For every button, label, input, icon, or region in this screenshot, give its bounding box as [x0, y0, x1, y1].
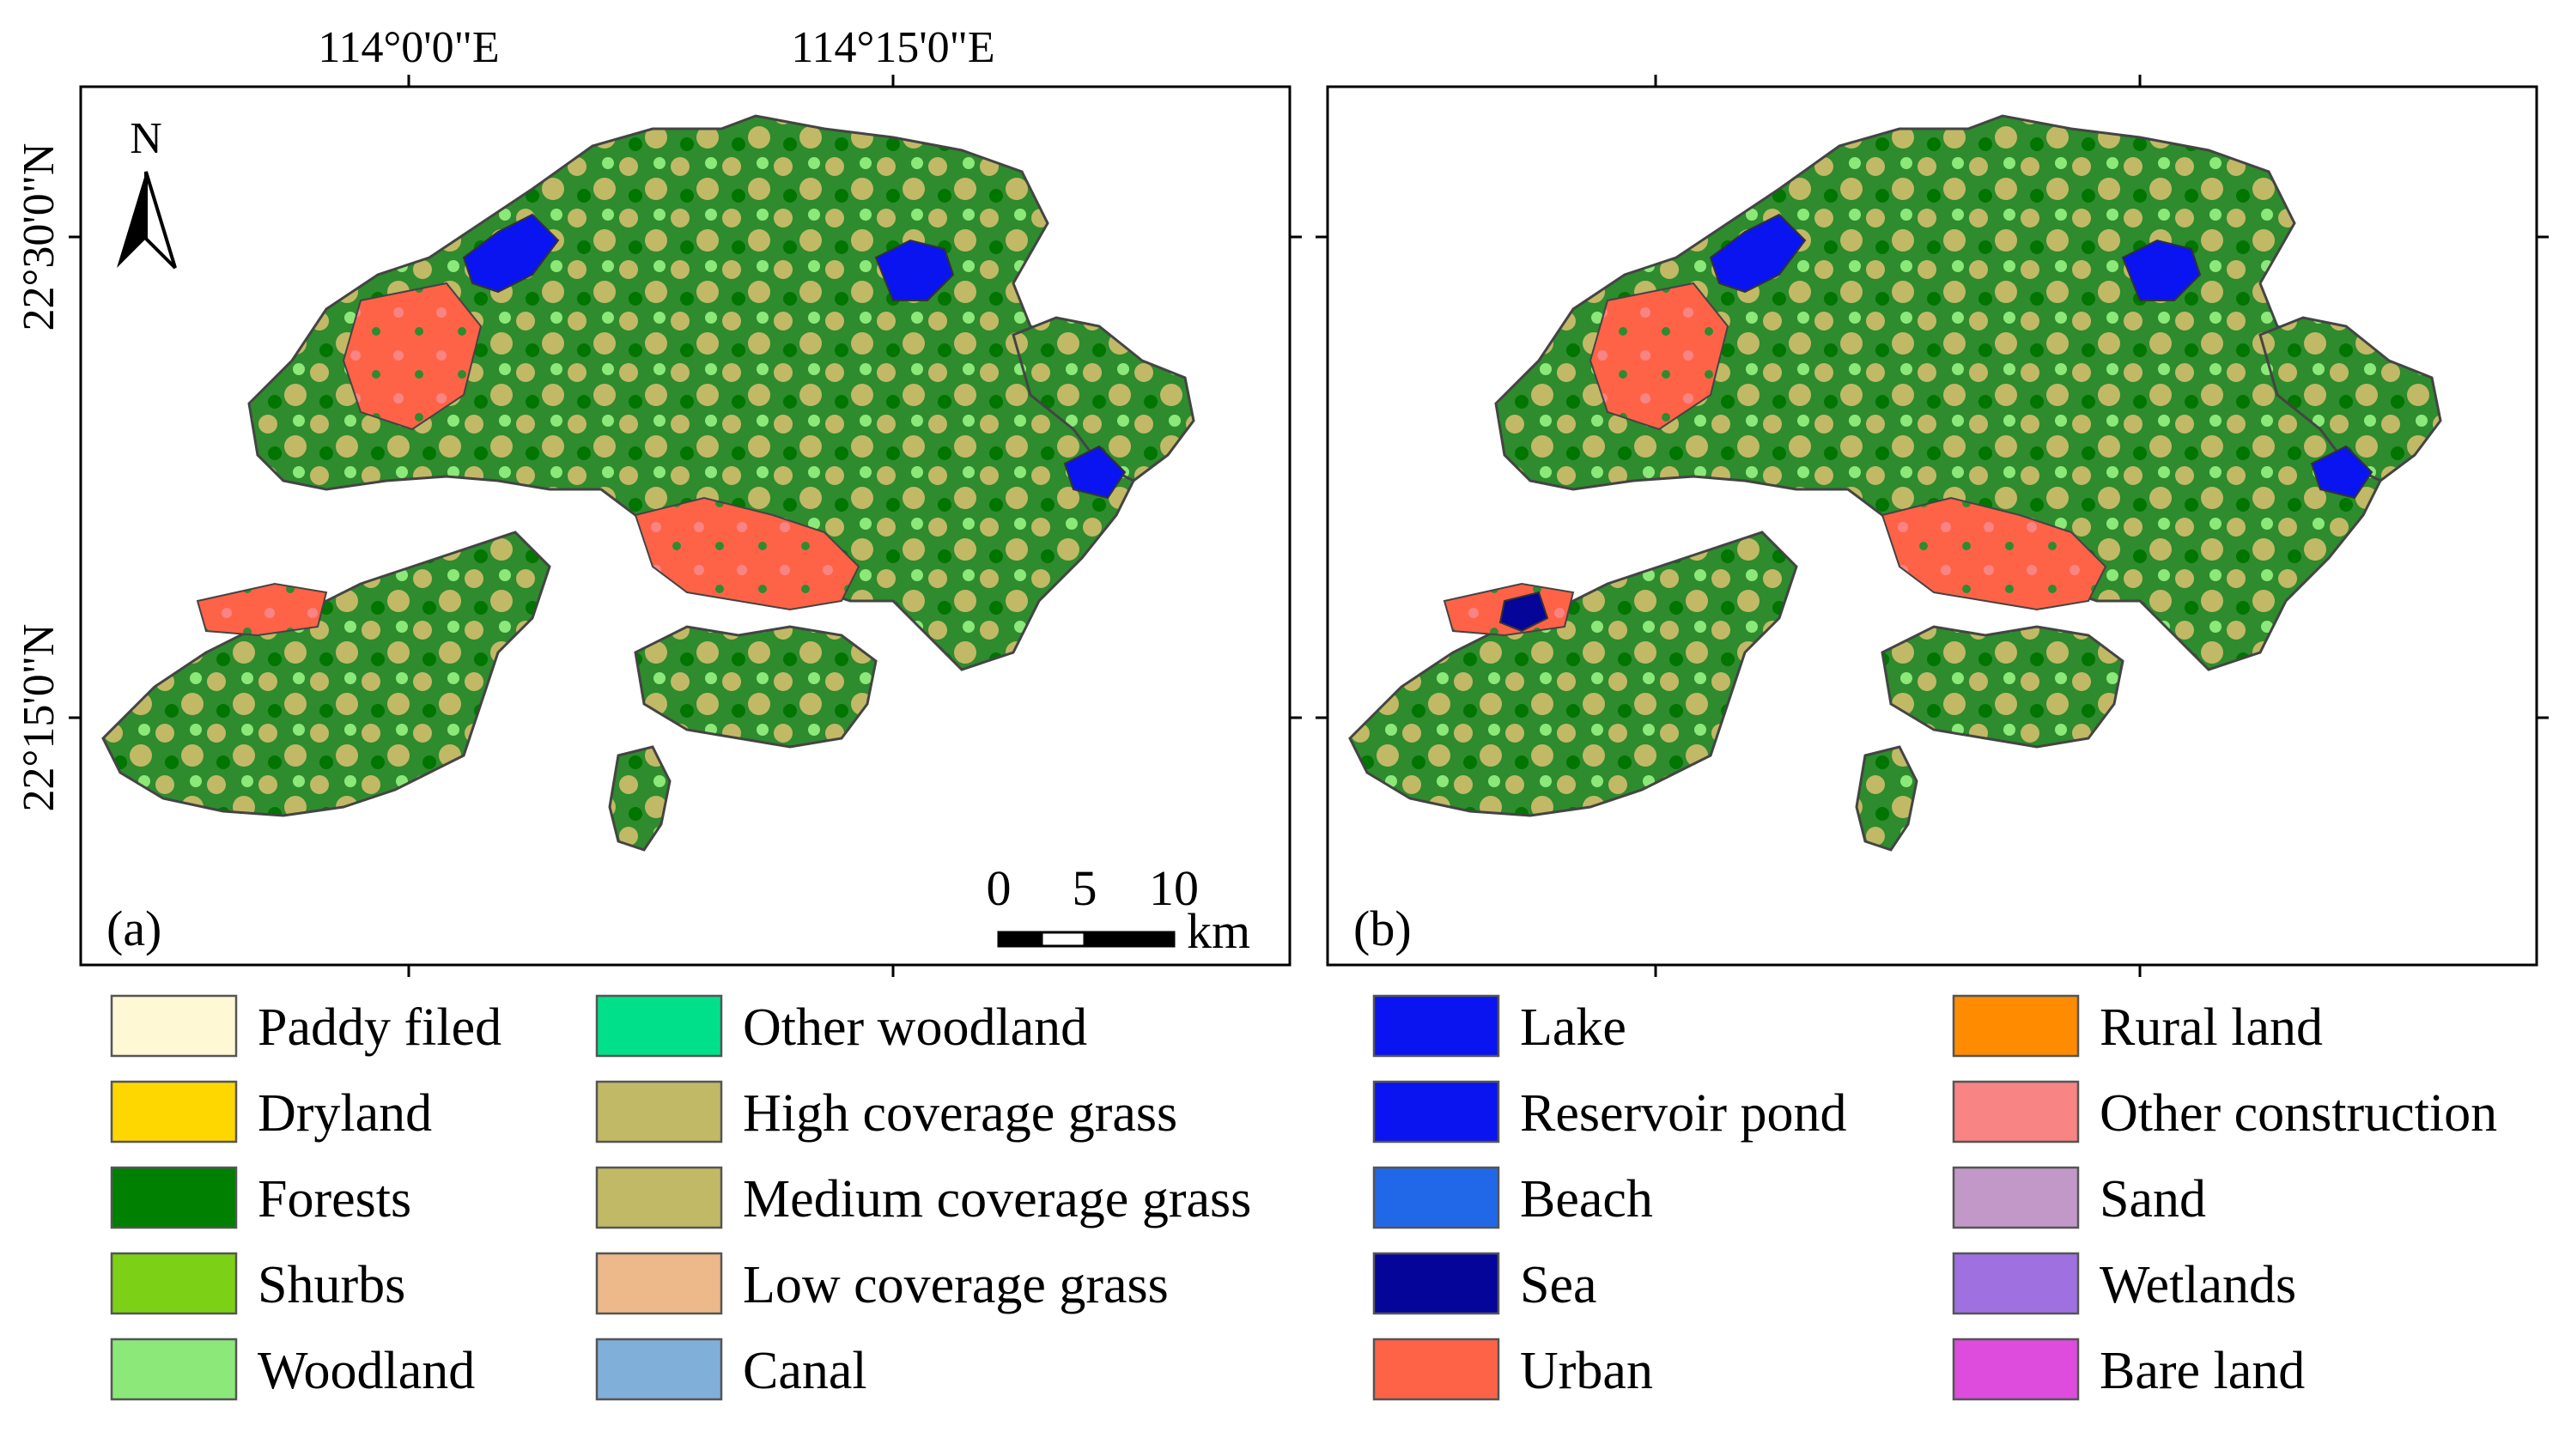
- map-panel-b: (b): [1316, 75, 2549, 977]
- legend-swatch: [1952, 994, 2080, 1058]
- scale-bar: 0 5 10 km: [987, 860, 1251, 959]
- legend-label: High coverage grass: [743, 1084, 1177, 1143]
- legend-swatch: [110, 1080, 238, 1144]
- legend-item: Woodland: [110, 1338, 475, 1401]
- legend-swatch: [1952, 1080, 2080, 1144]
- legend-item: Other woodland: [595, 994, 1087, 1058]
- water-deep-bay-reservoir: [462, 213, 560, 294]
- scale-unit: km: [1187, 903, 1250, 959]
- legend-swatch: [595, 1166, 723, 1229]
- legend: Paddy filed Dryland Forests Shurbs Woodland O…: [110, 994, 2497, 1401]
- coordinate-labels: 114°0'0"E 114°15'0"E 22°30'0"N 22°15'0"N: [15, 23, 995, 811]
- legend-item: Medium coverage grass: [595, 1166, 1251, 1229]
- legend-item: Low coverage grass: [595, 1252, 1169, 1315]
- landmass-sai-kung-east: [1012, 316, 1195, 482]
- legend-item: High coverage grass: [595, 1080, 1177, 1144]
- legend-item: Shurbs: [110, 1252, 405, 1315]
- legend-label: Wetlands: [2100, 1256, 2296, 1314]
- landmass-hong-kong-island: [1881, 625, 2124, 749]
- legend-label: Forests: [258, 1170, 411, 1228]
- scale-tick-0: 0: [987, 860, 1012, 916]
- legend-swatch: [1952, 1338, 2080, 1401]
- legend-item: Sand: [1952, 1166, 2206, 1229]
- legend-swatch: [595, 1080, 723, 1144]
- legend-item: Sea: [1372, 1252, 1597, 1315]
- urban-area-kowloon: [634, 496, 860, 611]
- legend-item: Reservoir pond: [1372, 1080, 1847, 1144]
- legend-label: Other woodland: [743, 998, 1087, 1057]
- legend-swatch: [1952, 1252, 2080, 1315]
- lon-label-114-00: 114°0'0"E: [318, 23, 499, 72]
- urban-area-tuen-mun-yuen-long: [342, 282, 483, 431]
- legend-swatch: [1372, 1252, 1500, 1315]
- legend-item: Urban: [1372, 1338, 1653, 1401]
- scale-tick-5: 5: [1073, 860, 1097, 916]
- legend-label: Rural land: [2100, 998, 2323, 1057]
- legend-label: Canal: [743, 1342, 867, 1400]
- scale-tick-10: 10: [1149, 860, 1199, 916]
- lat-label-22-15: 22°15'0"N: [15, 624, 64, 812]
- legend-item: Bare land: [1952, 1338, 2305, 1401]
- legend-swatch: [110, 994, 238, 1058]
- north-arrow-icon: N: [117, 114, 177, 270]
- water-plover-cove-reservoir: [874, 239, 955, 301]
- legend-swatch: [595, 994, 723, 1058]
- legend-item: Dryland: [110, 1080, 432, 1144]
- legend-swatch: [110, 1338, 238, 1401]
- legend-label: Beach: [1520, 1170, 1653, 1228]
- north-label: N: [130, 114, 162, 163]
- legend-swatch: [1372, 1166, 1500, 1229]
- legend-label: Sand: [2100, 1170, 2206, 1228]
- legend-item: Forests: [110, 1166, 411, 1229]
- landmass-hong-kong-island: [634, 625, 878, 749]
- legend-swatch: [110, 1166, 238, 1229]
- map-panel-a: (a): [69, 75, 1302, 977]
- water-plover-cove-reservoir: [2121, 239, 2202, 301]
- legend-label: Urban: [1520, 1342, 1653, 1400]
- legend-label: Woodland: [258, 1342, 475, 1400]
- legend-item: Other construction: [1952, 1080, 2497, 1144]
- legend-item: Beach: [1372, 1166, 1653, 1229]
- legend-item: Canal: [595, 1338, 867, 1401]
- legend-swatch: [595, 1252, 723, 1315]
- legend-swatch: [1372, 1080, 1500, 1144]
- legend-item: Wetlands: [1952, 1252, 2296, 1315]
- landmass-lamma-island: [608, 745, 672, 852]
- legend-swatch: [1372, 994, 1500, 1058]
- urban-area-tuen-mun-yuen-long: [1589, 282, 1729, 431]
- water-high-island-reservoir: [2310, 445, 2373, 500]
- legend-swatch: [1952, 1166, 2080, 1229]
- legend-item: Rural land: [1952, 994, 2323, 1058]
- legend-item: Lake: [1372, 994, 1626, 1058]
- landmass-sai-kung-east: [2258, 316, 2442, 482]
- water-airport-sea: [1498, 591, 1549, 633]
- water-high-island-reservoir: [1063, 445, 1127, 500]
- panel-label: (b): [1353, 901, 1412, 956]
- panel-label: (a): [106, 901, 161, 956]
- legend-label: Shurbs: [258, 1256, 405, 1314]
- legend-swatch: [595, 1338, 723, 1401]
- legend-label: Low coverage grass: [743, 1256, 1169, 1314]
- map-panels: (a) (b): [69, 75, 2549, 977]
- legend-label: Lake: [1520, 998, 1626, 1057]
- urban-area-airport-area: [196, 582, 328, 637]
- legend-label: Bare land: [2100, 1342, 2305, 1400]
- legend-label: Other construction: [2100, 1084, 2497, 1143]
- legend-label: Paddy filed: [258, 998, 501, 1057]
- lon-label-114-15: 114°15'0"E: [791, 23, 994, 72]
- legend-label: Sea: [1520, 1256, 1597, 1314]
- legend-label: Medium coverage grass: [743, 1170, 1251, 1228]
- legend-swatch: [110, 1252, 238, 1315]
- legend-label: Dryland: [258, 1084, 432, 1143]
- legend-item: Paddy filed: [110, 994, 501, 1058]
- legend-swatch: [1372, 1338, 1500, 1401]
- water-deep-bay-reservoir: [1709, 213, 1807, 294]
- lat-label-22-30: 22°30'0"N: [15, 143, 64, 331]
- landmass-lamma-island: [1855, 745, 1918, 852]
- legend-label: Reservoir pond: [1520, 1084, 1847, 1143]
- urban-area-kowloon: [1881, 496, 2107, 611]
